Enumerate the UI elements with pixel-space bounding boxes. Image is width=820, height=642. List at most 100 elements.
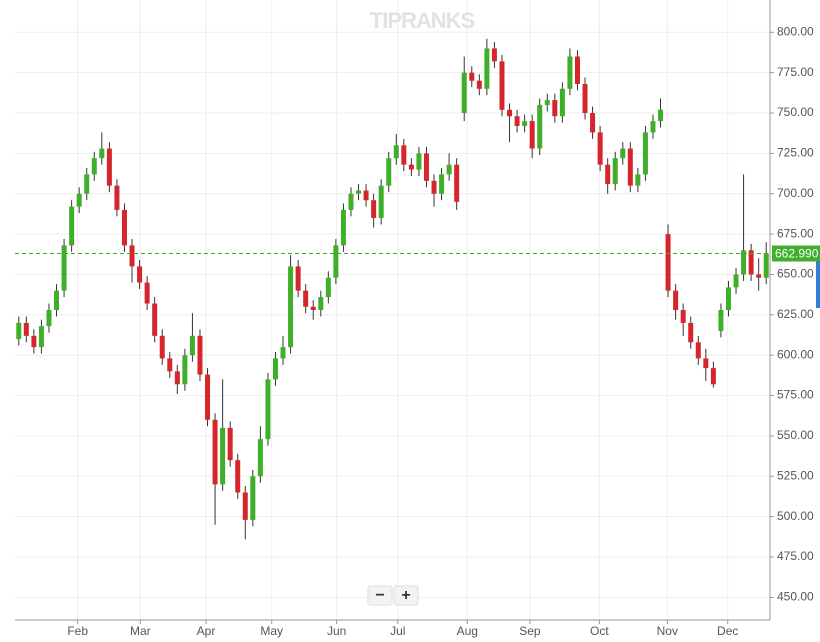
candle-body [54,290,60,310]
candle-body [680,310,686,323]
candle-body [31,335,37,348]
y-tick-label: 550.00 [777,428,814,442]
candle-body [725,287,731,310]
y-tick-label: 700.00 [777,186,814,200]
candle-body [552,100,558,117]
last-price-label: 662.990 [775,247,819,261]
candle-body [688,322,694,343]
zoom-in-label[interactable]: + [401,587,410,604]
y-tick-label: 500.00 [777,509,814,523]
candle-body [212,419,218,485]
candle-body [612,158,618,185]
candle-body [499,61,505,110]
candle-body [99,148,105,159]
candle-body [386,158,392,186]
candle-body [597,132,603,165]
candle-body [484,48,490,89]
candle-body [710,368,716,385]
candle-body [703,358,709,369]
candle-body [763,253,769,278]
candle-body [250,476,256,520]
candle-body [423,153,429,181]
candle-body [590,113,596,133]
y-tick-label: 675.00 [777,226,814,240]
candle-body [756,274,762,278]
candle-body [529,121,535,149]
zoom-out[interactable]: − [367,585,393,606]
candle-body [673,290,679,310]
candle-body [23,322,29,336]
candle-body [635,174,641,186]
candle-body [121,209,127,246]
candle-body [242,492,248,520]
candle-body [106,148,112,186]
candle-body [129,245,135,267]
candle-body [303,290,309,307]
candle-body [325,277,331,298]
candle-body [205,374,211,420]
candle-body [84,174,90,194]
x-tick-label: Aug [457,624,478,638]
candle-body [567,56,573,89]
candle-body [340,209,346,246]
y-tick-label: 750.00 [777,105,814,119]
x-tick-label: Nov [657,624,678,638]
candle-body [272,358,278,380]
candle-body [257,439,263,477]
candle-body [91,158,97,175]
candle-body [144,282,150,304]
candle-body [642,132,648,175]
candle-body [491,48,497,62]
candle-body [167,358,173,372]
candle-body [38,326,44,348]
candle-body [197,335,203,375]
candle-body [393,145,399,159]
x-tick-label: Mar [130,624,151,638]
candle-body [658,109,664,122]
candle-body [280,347,286,359]
candle-body [333,245,339,278]
candle-body [461,72,467,114]
scroll-indicator [816,250,820,308]
candle-body [741,250,747,275]
candle-body [378,185,384,218]
candle-body [733,274,739,288]
candle-body [695,342,701,359]
candle-body [371,200,377,218]
candle-body [182,355,188,385]
candle-body [507,109,513,117]
candle-body [514,116,520,126]
candle-body [476,80,482,89]
y-tick-label: 800.00 [777,24,814,38]
zoom-out-label[interactable]: − [375,587,384,604]
y-tick-label: 775.00 [777,65,814,79]
candle-body [439,174,445,194]
x-tick-label: May [260,624,283,638]
candle-body [665,234,671,291]
y-tick-label: 525.00 [777,468,814,482]
zoom-in[interactable]: + [393,585,419,606]
y-tick-label: 450.00 [777,590,814,604]
y-tick-label: 475.00 [777,549,814,563]
candle-body [627,148,633,186]
candle-body [522,121,528,126]
watermark: TIPRANKS [370,8,475,33]
candle-body [114,185,120,210]
y-tick-label: 625.00 [777,307,814,321]
candle-body [189,335,195,356]
candle-body [748,250,754,275]
candle-body [61,245,67,291]
x-tick-label: Dec [717,624,738,638]
candle-body [537,104,543,149]
candle-body [718,310,724,331]
candle-body [408,164,414,170]
candle-body [265,379,271,440]
candle-body [363,190,369,201]
last-price-badge [772,245,820,262]
candle-body [174,371,180,385]
candle-body [544,100,550,105]
candle-body [159,335,165,359]
candle-body [605,164,611,185]
candle-body [431,180,437,194]
